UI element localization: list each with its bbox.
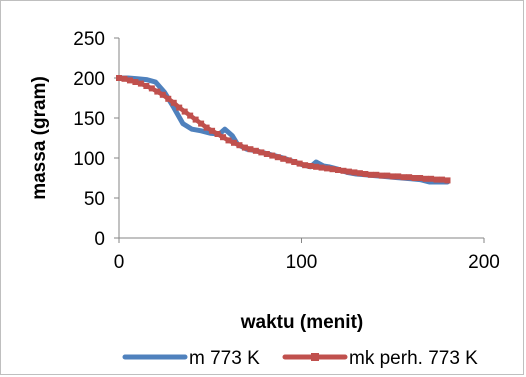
data-point-marker [406, 174, 413, 181]
x-tick-label: 0 [114, 252, 125, 273]
data-point-marker [165, 95, 172, 102]
series-line-2 [116, 75, 450, 183]
data-point-marker [285, 157, 292, 164]
y-tick-label: 50 [84, 189, 105, 210]
data-point-marker [389, 173, 396, 180]
data-point-marker [181, 108, 188, 115]
x-axis-title: waktu (menit) [240, 312, 363, 333]
y-tick-label: 100 [73, 149, 105, 170]
data-point-marker [351, 169, 358, 176]
data-point-marker [444, 177, 451, 184]
data-point-marker [154, 88, 161, 95]
data-point-marker [433, 176, 440, 183]
data-point-marker [247, 146, 254, 153]
legend: m 773 K mk perh. 773 K [122, 348, 478, 369]
data-point-marker [263, 151, 270, 157]
data-point-marker [258, 149, 265, 156]
data-point-marker [417, 175, 424, 181]
data-point-marker [428, 175, 435, 182]
data-point-marker [116, 75, 122, 81]
data-point-marker [269, 152, 276, 159]
data-point-marker [411, 175, 418, 181]
data-point-marker [132, 79, 139, 85]
data-point-marker [214, 131, 221, 137]
data-point-marker [302, 162, 309, 169]
series-group [116, 75, 451, 185]
data-point-marker [192, 116, 199, 123]
data-point-marker [159, 91, 166, 98]
data-point-marker [203, 124, 210, 131]
data-point-marker [296, 160, 303, 167]
data-point-marker [378, 172, 385, 179]
data-point-marker [439, 176, 446, 183]
data-point-marker [137, 80, 144, 87]
data-point-marker [148, 85, 155, 92]
data-point-marker [143, 83, 150, 89]
data-point-marker [170, 99, 177, 106]
data-point-marker [209, 127, 216, 134]
data-point-marker [126, 77, 133, 84]
y-axis: 0 50 100 150 200 250 [73, 29, 120, 250]
data-point-marker [356, 170, 363, 177]
x-tick-label: 200 [468, 252, 500, 273]
data-point-marker [230, 139, 237, 146]
data-point-marker [318, 164, 325, 171]
data-point-marker [324, 165, 331, 172]
data-point-marker [241, 144, 248, 151]
legend-label-2: mk perh. 773 K [349, 348, 478, 369]
data-point-marker [225, 137, 232, 144]
data-point-marker [121, 75, 128, 82]
data-point-marker [362, 171, 369, 177]
x-axis: 0 100 200 [114, 237, 500, 273]
data-point-marker [373, 171, 380, 178]
y-tick-label: 200 [73, 69, 105, 90]
series-line-1 [116, 75, 450, 185]
data-point-marker [198, 120, 205, 127]
x-tick-label: 100 [286, 252, 318, 273]
data-point-marker [280, 155, 287, 162]
y-tick-label: 150 [73, 109, 105, 130]
data-point-marker [340, 167, 347, 174]
legend-label-1: m 773 K [189, 348, 260, 369]
data-point-marker [345, 168, 352, 175]
data-point-marker [220, 134, 227, 141]
data-point-marker [176, 104, 183, 111]
data-point-marker [291, 159, 298, 165]
data-point-marker [252, 147, 259, 154]
data-point-marker [329, 166, 336, 173]
data-point-marker [422, 175, 429, 182]
data-point-marker [367, 171, 374, 178]
data-point-marker [395, 173, 402, 180]
y-tick-label: 0 [94, 229, 105, 250]
y-axis-title: massa (gram) [29, 76, 50, 200]
data-point-marker [384, 172, 391, 179]
data-point-marker [335, 167, 341, 173]
data-point-marker [236, 142, 243, 149]
data-point-marker [307, 163, 314, 169]
data-point-marker [313, 163, 320, 170]
data-point-marker [274, 154, 281, 161]
data-point-marker [187, 112, 194, 119]
y-tick-label: 250 [73, 29, 105, 50]
legend-marker [311, 353, 319, 361]
data-point-marker [400, 174, 407, 181]
